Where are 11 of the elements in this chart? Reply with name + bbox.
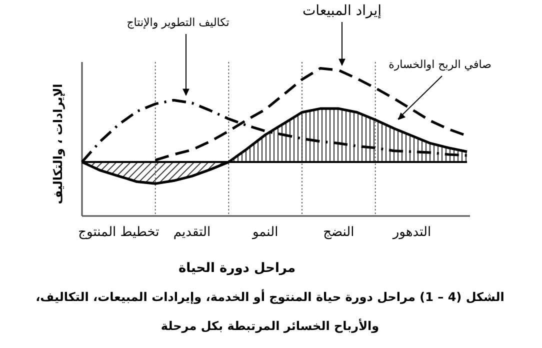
text: صافي الربح اوالخسارة bbox=[388, 58, 492, 71]
x-tick-label: التدهور bbox=[392, 225, 432, 240]
y-axis-title: الإيرادات ، والتكاليف bbox=[51, 84, 65, 204]
x-tick-label: التقديم bbox=[173, 225, 211, 240]
x-tick-label: تخطيط المنتوج bbox=[78, 225, 160, 240]
x-tick-label: النمو bbox=[251, 225, 278, 240]
x-axis-title: مراحل دورة الحياة bbox=[178, 261, 296, 276]
x-tick-label: النضج bbox=[323, 225, 354, 240]
text: تكاليف التطوير والإنتاج bbox=[126, 16, 230, 29]
text: إيراد المبيعات bbox=[302, 3, 382, 19]
text: الشكل (4 – 1) مراحل دورة حياة المنتوج أو الخدمة، وإيرادات المبيعات، التكاليف، والأرباح الخسائر المرتبطة بكل مرحلة bbox=[36, 290, 504, 333]
